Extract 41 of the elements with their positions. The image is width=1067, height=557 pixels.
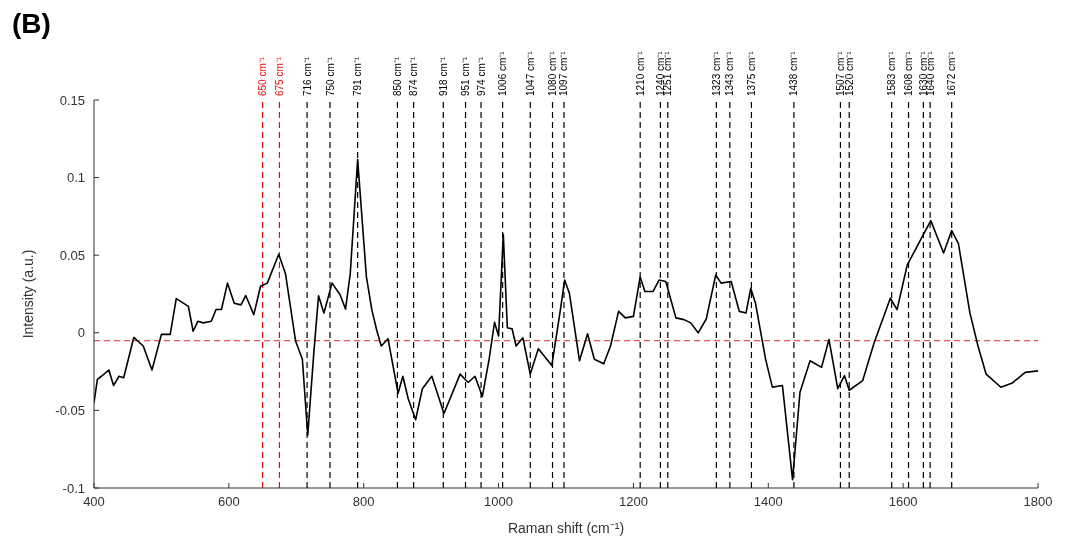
ref-line-label: 750 cm⁻¹ bbox=[324, 56, 336, 96]
ref-line-label: 1097 cm⁻¹ bbox=[558, 50, 570, 96]
ref-line-label: 1343 cm⁻¹ bbox=[724, 50, 736, 96]
x-tick-label: 800 bbox=[352, 494, 375, 510]
ref-line-label: 1006 cm⁻¹ bbox=[497, 50, 509, 96]
ref-line-label: 918 cm⁻¹ bbox=[437, 56, 449, 96]
ref-line-label: 1047 cm⁻¹ bbox=[524, 50, 536, 96]
ref-line-label: 1608 cm⁻¹ bbox=[903, 50, 915, 96]
y-tick-label: 0.05 bbox=[59, 247, 85, 263]
y-axis-title: Intensity (a.u.) bbox=[19, 249, 36, 339]
ref-line-label: 1583 cm⁻¹ bbox=[886, 50, 898, 96]
ref-line-label: 791 cm⁻¹ bbox=[352, 56, 364, 96]
ref-line-label: 1507 cm⁻¹ bbox=[834, 50, 846, 96]
x-tick-label: 400 bbox=[83, 494, 105, 510]
x-tick-label: 1200 bbox=[618, 494, 648, 510]
x-tick-label: 1400 bbox=[753, 494, 783, 510]
x-tick-label: 1800 bbox=[1023, 494, 1053, 510]
ref-line-label: 716 cm⁻¹ bbox=[301, 56, 313, 96]
ref-line-label: 974 cm⁻¹ bbox=[475, 56, 487, 96]
ref-line-label: 1323 cm⁻¹ bbox=[710, 50, 722, 96]
ref-line-label: 951 cm⁻¹ bbox=[460, 56, 472, 96]
y-tick-label: 0 bbox=[77, 325, 85, 341]
x-axis-title: Raman shift (cm⁻¹) bbox=[507, 520, 625, 536]
ref-line-label: 874 cm⁻¹ bbox=[408, 56, 420, 96]
y-tick-label: -0.05 bbox=[55, 403, 85, 419]
ref-line-label: 1210 cm⁻¹ bbox=[634, 50, 646, 96]
y-tick-label: -0.1 bbox=[62, 480, 85, 496]
chart-title: (B) bbox=[12, 8, 51, 40]
ref-line-label: 850 cm⁻¹ bbox=[391, 56, 403, 96]
ref-line-label: 675 cm⁻¹ bbox=[273, 56, 285, 96]
ref-line-label: 1080 cm⁻¹ bbox=[547, 50, 559, 96]
ref-line-label: 650 cm⁻¹ bbox=[257, 56, 269, 96]
ref-line-label: 1520 cm⁻¹ bbox=[843, 50, 855, 96]
ref-line-label: 1438 cm⁻¹ bbox=[788, 50, 800, 96]
x-tick-label: 1000 bbox=[484, 494, 514, 510]
y-tick-label: 0.15 bbox=[59, 92, 85, 108]
y-tick-label: 0.1 bbox=[66, 170, 85, 186]
x-tick-label: 600 bbox=[218, 494, 240, 510]
x-tick-label: 1600 bbox=[888, 494, 918, 510]
ref-line-label: 1375 cm⁻¹ bbox=[745, 50, 757, 96]
ref-line-label: 1672 cm⁻¹ bbox=[946, 50, 958, 96]
